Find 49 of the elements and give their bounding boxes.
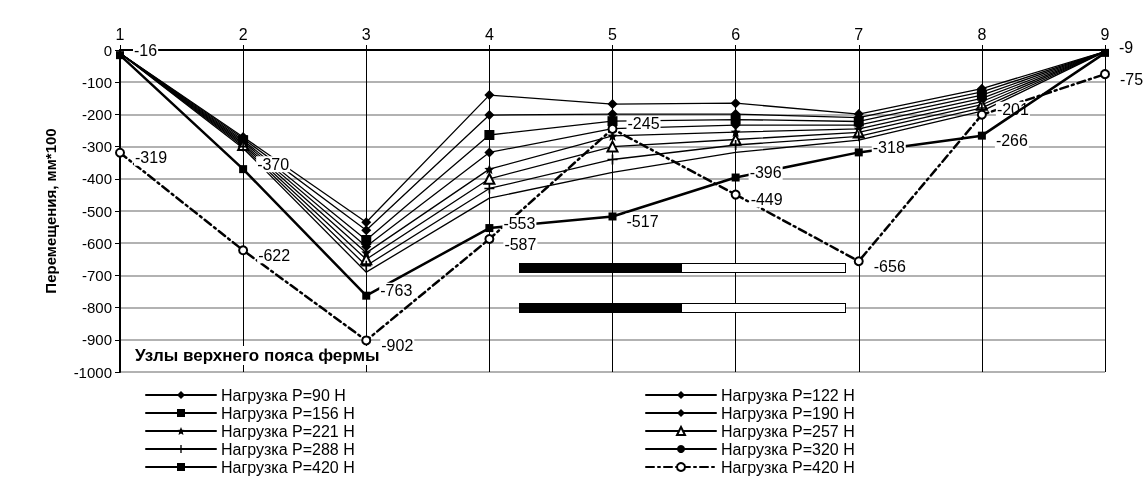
data-label: -553 bbox=[503, 214, 536, 232]
y-tick-label: -400 bbox=[81, 170, 112, 188]
legend-label: Нагрузка P=190 H bbox=[721, 404, 855, 422]
x-tick-label: 3 bbox=[361, 25, 371, 43]
legend-label: Нагрузка P=90 H bbox=[221, 386, 346, 404]
data-label: -622 bbox=[258, 246, 291, 264]
y-tick-label: -100 bbox=[81, 73, 112, 91]
y-tick-label: -1000 bbox=[73, 363, 112, 381]
y-tick-label: -500 bbox=[81, 202, 112, 220]
data-label: -266 bbox=[995, 132, 1028, 150]
data-label: -902 bbox=[381, 336, 414, 354]
data-label: -449 bbox=[750, 191, 783, 209]
data-label: -656 bbox=[873, 257, 906, 275]
data-label: -763 bbox=[380, 282, 413, 300]
x-axis-title: Узлы верхнего пояса фермы bbox=[135, 346, 380, 365]
data-label: -396 bbox=[749, 164, 782, 182]
y-tick-label: -700 bbox=[81, 266, 112, 284]
data-label: -245 bbox=[627, 115, 660, 133]
legend-label: Нагрузка P=420 H bbox=[221, 458, 355, 476]
data-label: -517 bbox=[626, 212, 659, 230]
y-tick-label: 0 bbox=[103, 41, 112, 59]
legend-label: Нагрузка P=221 H bbox=[221, 422, 355, 440]
legend-label: Нагрузка P=320 H bbox=[721, 440, 855, 458]
x-tick-label: 6 bbox=[731, 25, 741, 43]
x-tick-label: 7 bbox=[854, 25, 864, 43]
y-tick-label: -300 bbox=[81, 138, 112, 156]
legend-label: Нагрузка P=288 H bbox=[221, 440, 355, 458]
data-label: -319 bbox=[135, 149, 168, 167]
legend-label: Нагрузка P=257 H bbox=[721, 422, 855, 440]
data-label: -75 bbox=[1120, 70, 1143, 88]
y-axis-title: Перемещения, мм*100 bbox=[42, 128, 59, 294]
legend-label: Нагрузка P=420 H bbox=[721, 458, 855, 476]
data-label: -587 bbox=[504, 235, 537, 253]
data-label: -318 bbox=[872, 138, 905, 156]
data-label: -16 bbox=[134, 41, 158, 59]
x-tick-label: 9 bbox=[1100, 25, 1110, 43]
legend-label: Нагрузка P=122 H bbox=[721, 386, 855, 404]
x-tick-label: 2 bbox=[238, 25, 248, 43]
y-tick-label: -200 bbox=[81, 105, 112, 123]
data-label: -9 bbox=[1119, 39, 1134, 57]
y-tick-label: -800 bbox=[81, 299, 112, 317]
legend-label: Нагрузка P=156 H bbox=[221, 404, 355, 422]
y-tick-label: -900 bbox=[81, 331, 112, 349]
x-tick-label: 5 bbox=[608, 25, 618, 43]
x-tick-label: 4 bbox=[484, 25, 494, 43]
x-tick-label: 8 bbox=[977, 25, 987, 43]
x-tick-label: 1 bbox=[115, 25, 125, 43]
y-tick-label: -600 bbox=[81, 234, 112, 252]
data-label: -370 bbox=[257, 155, 290, 173]
